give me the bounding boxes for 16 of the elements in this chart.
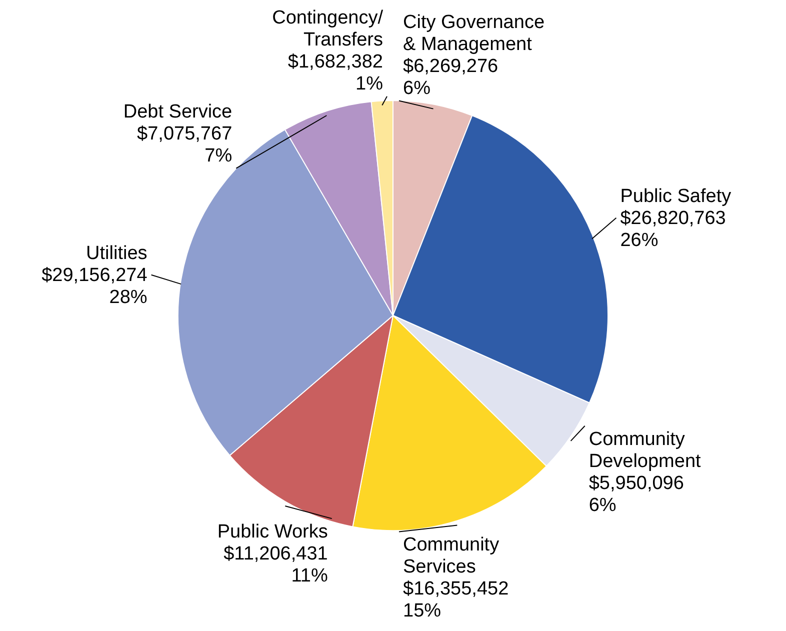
- slice-label: Community Development: [588, 428, 702, 472]
- slice-label: Contingency/Transfers: [272, 7, 384, 50]
- slice-label: Community Services: [403, 534, 500, 578]
- data-label: $11,206,431 11%: [224, 544, 328, 587]
- data-label: $6,269,276 6%: [403, 56, 498, 99]
- data-label: $7,075,767 7%: [137, 123, 232, 166]
- data-label: $5,950,096 6%: [588, 472, 684, 516]
- slice-label: City Governance & Management: [403, 12, 545, 55]
- slice-label: Public Works: [217, 522, 328, 543]
- data-label: $26,820,763 26%: [620, 208, 726, 251]
- slice-label: Utilities: [86, 242, 148, 264]
- data-label: $1,682,382 1%: [288, 51, 384, 94]
- data-label: $16,355,452 15%: [403, 578, 509, 622]
- slice-label: Public Safety: [620, 186, 732, 207]
- data-label: $29,156,274 28%: [42, 264, 148, 308]
- slice-label: Debt Service: [123, 101, 232, 122]
